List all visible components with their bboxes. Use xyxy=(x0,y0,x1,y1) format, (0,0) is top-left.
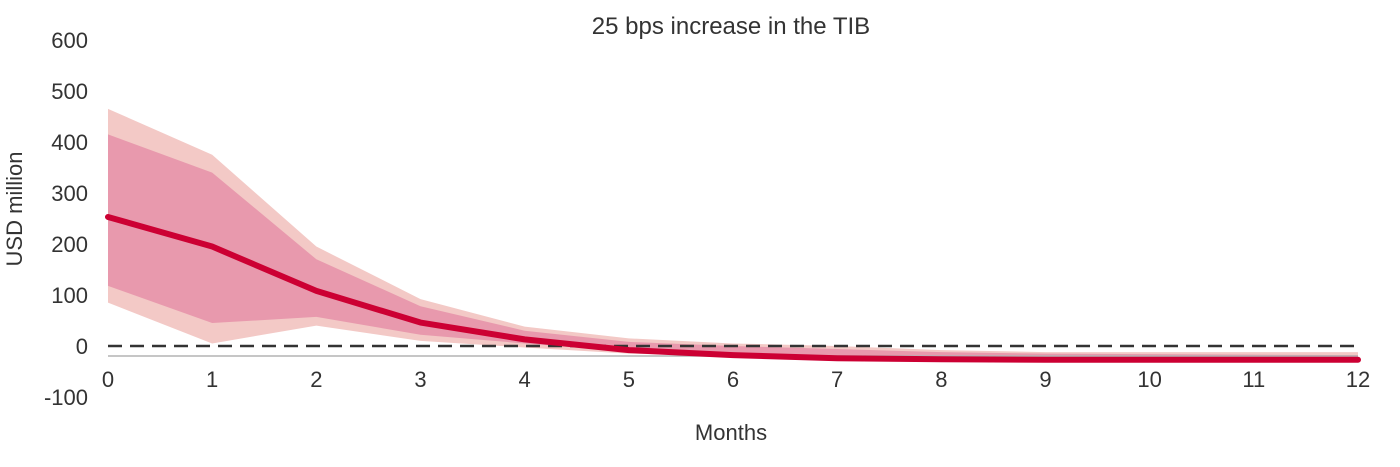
x-tick-label: 10 xyxy=(1137,367,1161,392)
x-tick-label: 8 xyxy=(935,367,947,392)
confidence-bands xyxy=(108,108,1358,360)
y-tick-label: -100 xyxy=(44,385,88,410)
x-tick-label: 7 xyxy=(831,367,843,392)
y-tick-label: 200 xyxy=(51,232,88,257)
x-tick-label: 4 xyxy=(519,367,531,392)
x-tick-label: 2 xyxy=(310,367,322,392)
y-axis-ticks: 600 500 400 300 200 100 0 -100 xyxy=(44,28,88,410)
x-axis-label: Months xyxy=(695,420,767,445)
x-axis-ticks: 0 1 2 3 4 5 6 7 8 9 10 11 12 xyxy=(102,367,1370,392)
median-series xyxy=(105,213,1361,363)
x-tick-label: 1 xyxy=(206,367,218,392)
x-tick-label: 12 xyxy=(1346,367,1370,392)
outer-band xyxy=(108,108,1358,360)
y-axis-label: USD million xyxy=(2,152,27,267)
y-tick-label: 100 xyxy=(51,283,88,308)
chart-title: 25 bps increase in the TIB xyxy=(592,13,870,40)
x-tick-label: 5 xyxy=(623,367,635,392)
y-tick-label: 0 xyxy=(76,334,88,359)
y-tick-label: 400 xyxy=(51,130,88,155)
y-tick-label: 600 xyxy=(51,28,88,53)
y-tick-label: 500 xyxy=(51,79,88,104)
x-tick-label: 3 xyxy=(414,367,426,392)
x-tick-label: 11 xyxy=(1242,367,1265,392)
x-tick-label: 9 xyxy=(1039,367,1051,392)
x-tick-label: 6 xyxy=(727,367,739,392)
x-tick-label: 0 xyxy=(102,367,114,392)
y-tick-label: 300 xyxy=(51,181,88,206)
